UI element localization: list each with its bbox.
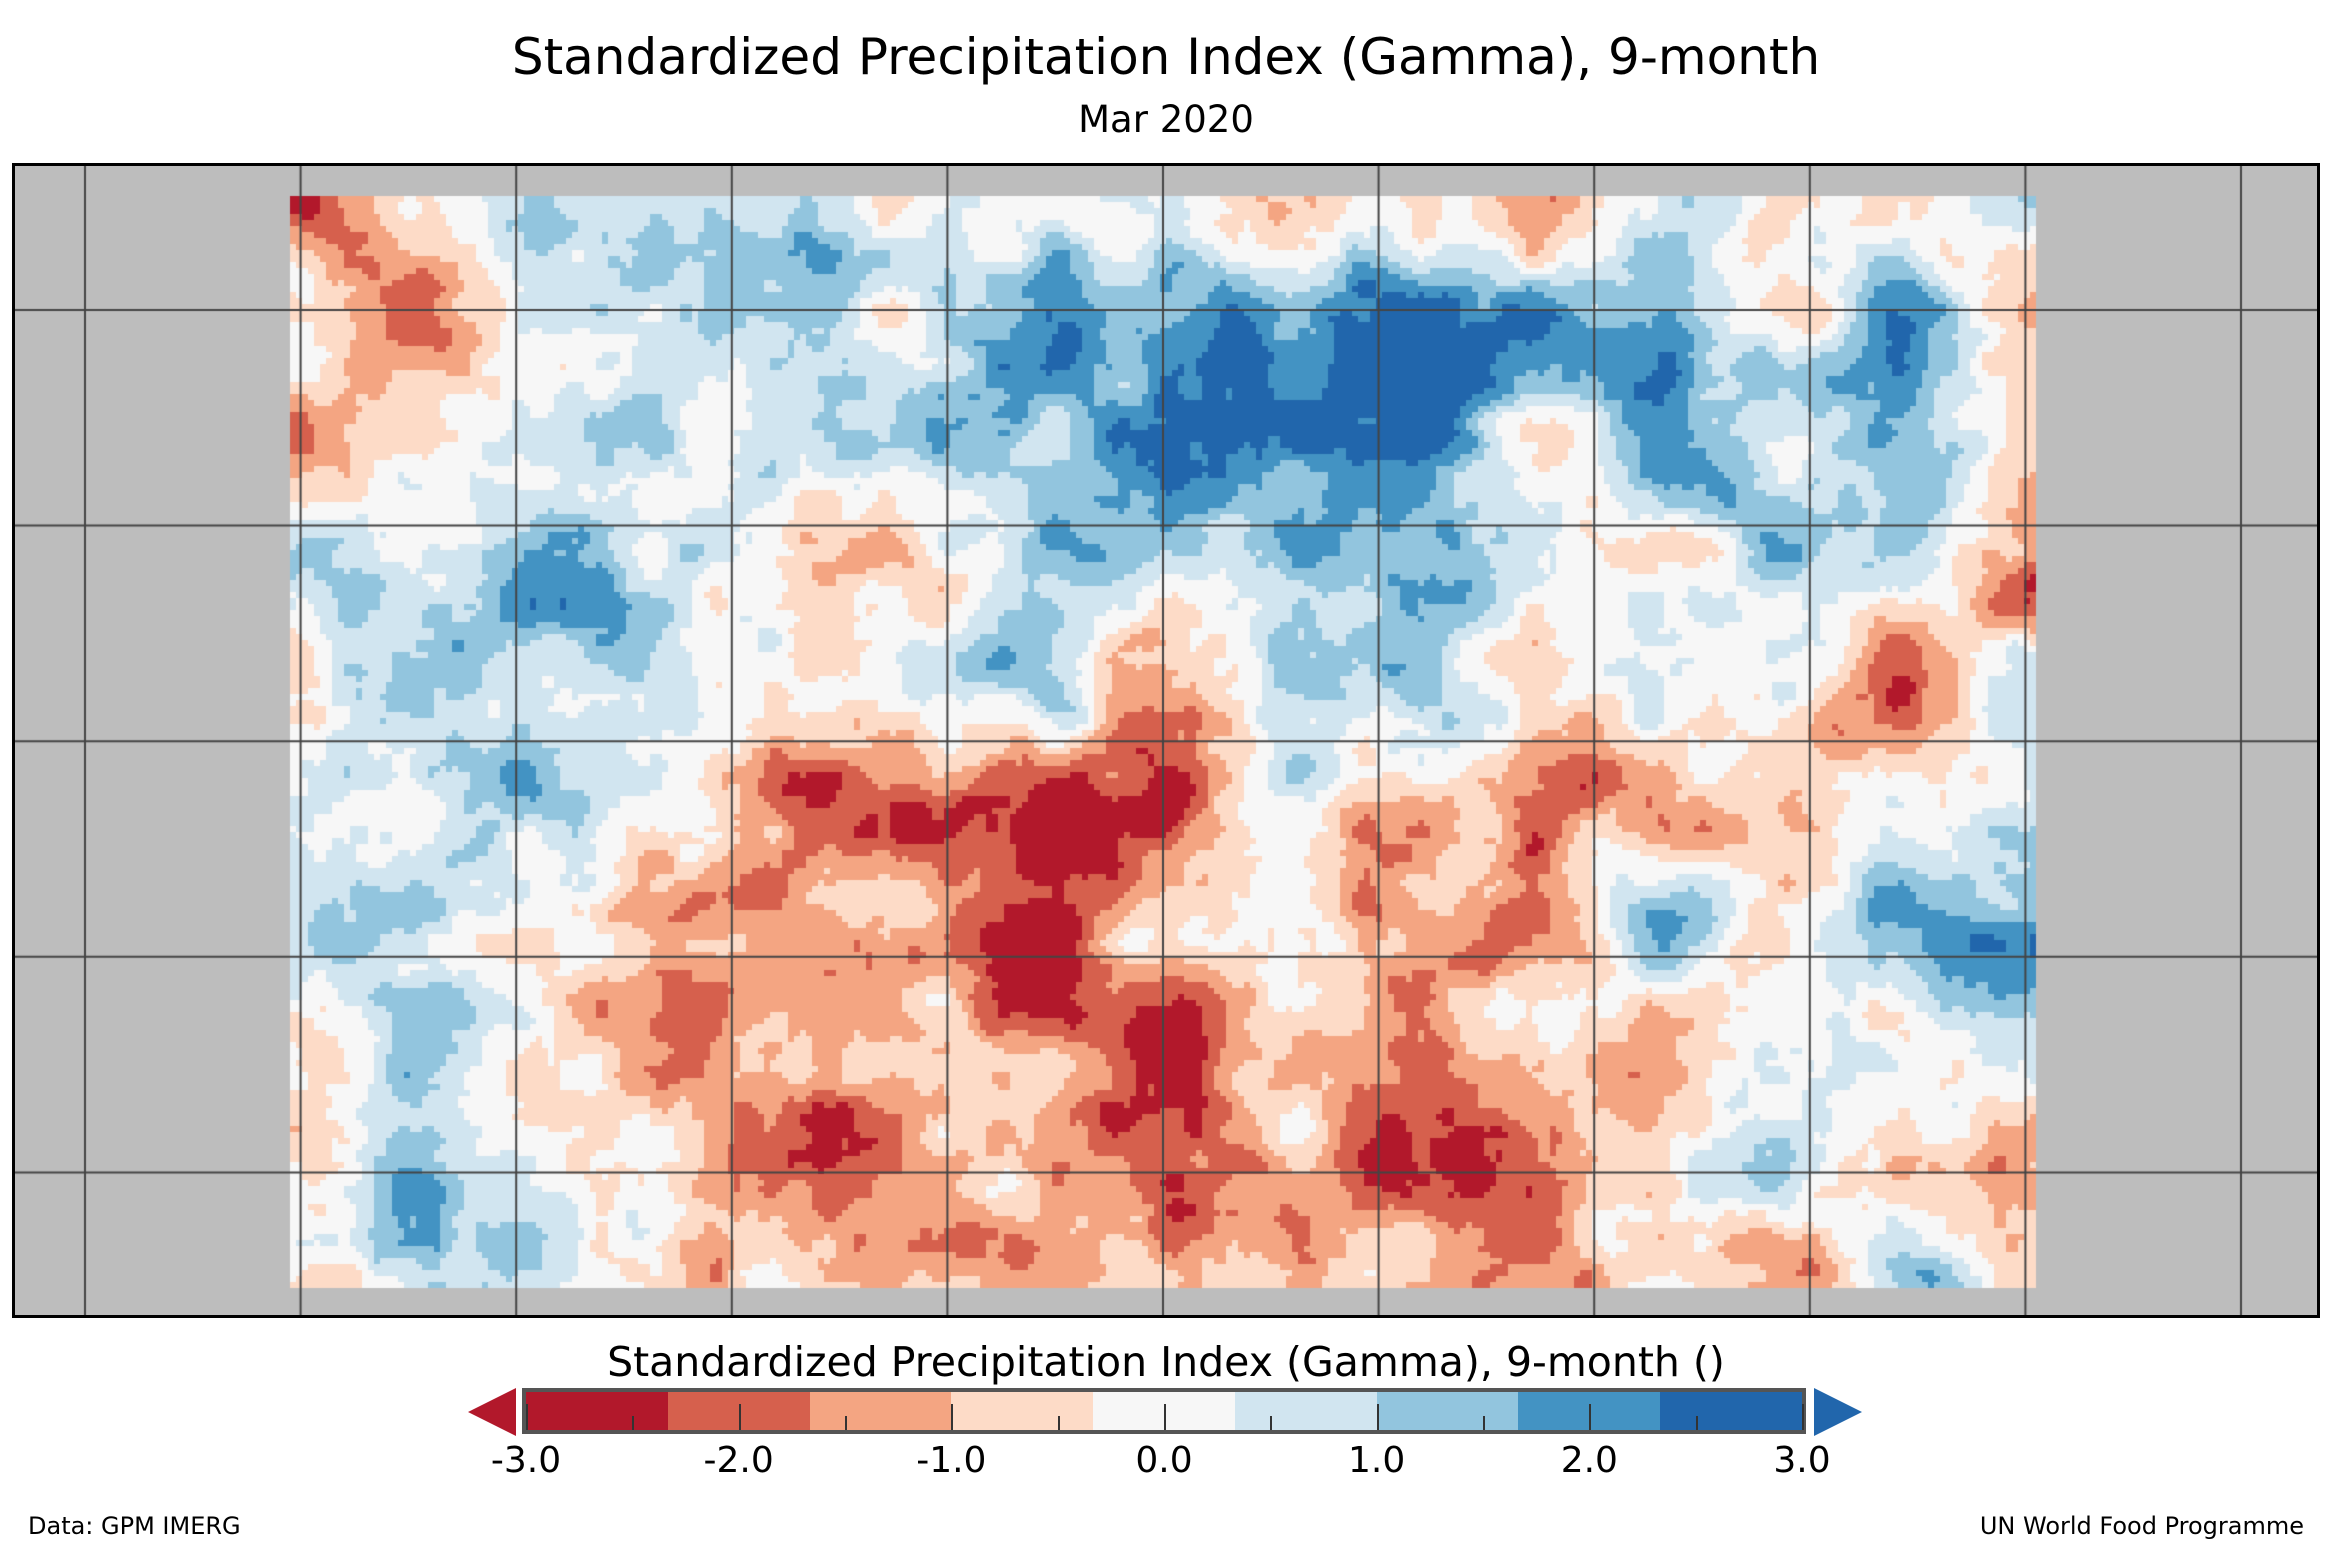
map-subtitle-date: Mar 2020 — [1078, 98, 1254, 141]
colorbar-major-tick — [1589, 1404, 1592, 1430]
colorbar-min-extend-arrow — [468, 1388, 516, 1436]
colorbar-segment — [1660, 1392, 1803, 1430]
colorbar-max-extend-arrow — [1814, 1388, 1862, 1436]
colorbar-tick-label: -1.0 — [916, 1440, 987, 1481]
data-source-label: Data: GPM IMERG — [28, 1512, 241, 1540]
colorbar-major-tick — [1376, 1404, 1379, 1430]
colorbar-minor-tick — [1057, 1416, 1060, 1430]
colorbar-major-tick — [1802, 1404, 1804, 1430]
colorbar-major-tick — [526, 1404, 528, 1430]
colorbar-tick-label: -3.0 — [490, 1440, 562, 1481]
spi-map — [12, 163, 2320, 1318]
colorbar-minor-tick — [1270, 1416, 1273, 1430]
spi-raster-layer — [15, 166, 2317, 1315]
colorbar-minor-tick — [632, 1416, 635, 1430]
colorbar-major-tick — [951, 1404, 954, 1430]
colorbar-tick-label: 2.0 — [1560, 1440, 1618, 1481]
colorbar-minor-tick — [1695, 1416, 1698, 1430]
colorbar-major-tick — [738, 1404, 741, 1430]
colorbar-segment — [951, 1392, 1094, 1430]
credit-label: UN World Food Programme — [1979, 1512, 2304, 1540]
colorbar — [522, 1388, 1806, 1434]
colorbar-tick-label: 1.0 — [1348, 1440, 1406, 1481]
colorbar-tick-label: 3.0 — [1773, 1440, 1831, 1481]
colorbar-major-tick — [1164, 1404, 1166, 1430]
colorbar-segment — [526, 1392, 668, 1430]
colorbar-minor-tick — [1483, 1416, 1485, 1430]
colorbar-segment — [809, 1392, 952, 1430]
colorbar-tick-label: -2.0 — [703, 1440, 774, 1481]
colorbar-tick-label: 0.0 — [1135, 1440, 1193, 1481]
colorbar-segment — [1234, 1392, 1377, 1430]
colorbar-segment — [1376, 1392, 1519, 1430]
map-title: Standardized Precipitation Index (Gamma)… — [511, 28, 1821, 86]
colorbar-label: Standardized Precipitation Index (Gamma)… — [607, 1338, 1725, 1386]
colorbar-minor-tick — [845, 1416, 847, 1430]
